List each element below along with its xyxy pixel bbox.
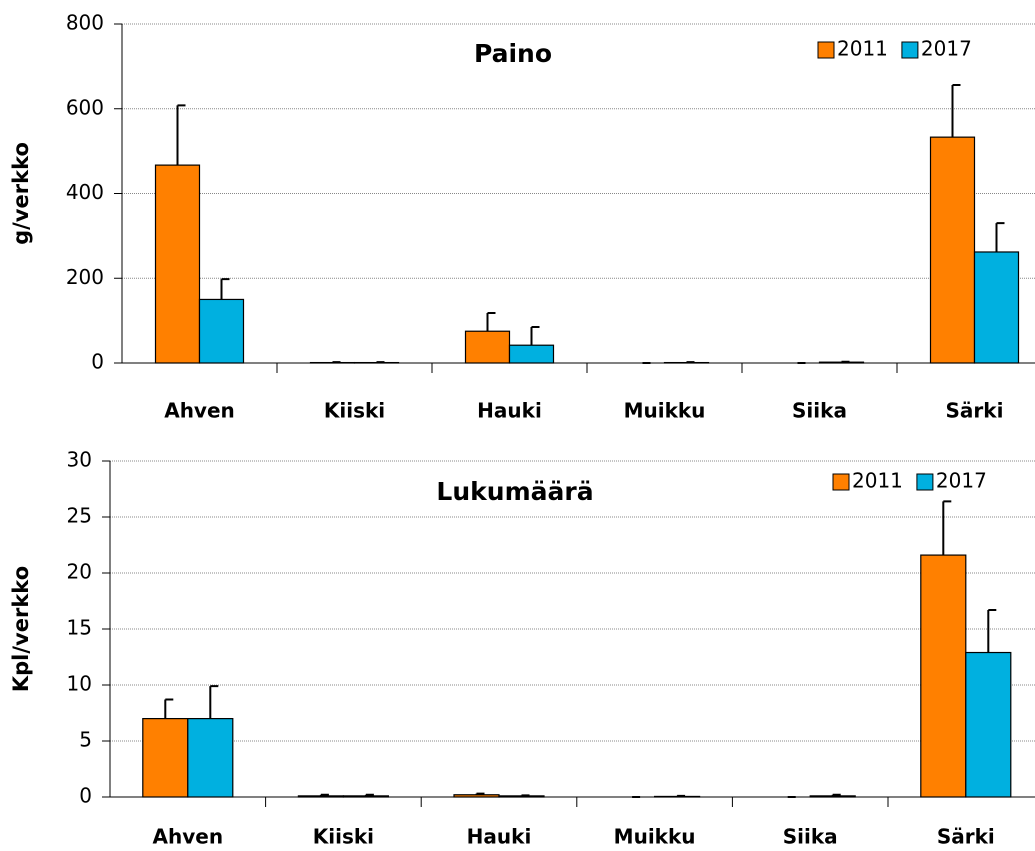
bar xyxy=(297,795,344,798)
error-bar xyxy=(951,84,961,138)
bar xyxy=(973,251,1020,364)
bar xyxy=(154,164,201,364)
y-tick-label: 800 xyxy=(66,11,104,35)
error-bar xyxy=(995,222,1005,252)
y-tick-label: 20 xyxy=(67,560,92,584)
x-tick-label: Kiiski xyxy=(313,825,374,849)
x-tick-label: Särki xyxy=(946,399,1004,423)
bar xyxy=(965,651,1012,798)
x-tick-label: Muikku xyxy=(614,825,696,849)
y-tick-label: 30 xyxy=(67,448,92,472)
error-bar xyxy=(475,792,485,795)
legend-label: 2011 xyxy=(837,37,888,61)
x-tick-label: Siika xyxy=(783,825,838,849)
x-tick-label: Särki xyxy=(937,825,995,849)
error-bar xyxy=(364,793,374,796)
y-tick-label: 0 xyxy=(79,784,92,808)
legend-label: 2017 xyxy=(936,469,987,493)
legend-swatch xyxy=(916,473,934,491)
y-tick-label: 400 xyxy=(66,180,104,204)
y-axis-label: Kpl/verkko xyxy=(9,566,33,692)
chart-title: Paino xyxy=(474,39,552,68)
error-bar xyxy=(676,794,686,797)
y-tick-label: 15 xyxy=(67,616,92,640)
bar xyxy=(464,330,511,364)
bar xyxy=(929,136,976,364)
error-bar xyxy=(987,608,997,653)
y-tick-label: 200 xyxy=(66,265,104,289)
bar xyxy=(920,554,967,798)
bar xyxy=(508,344,555,364)
bar xyxy=(198,298,245,364)
y-tick-label: 5 xyxy=(79,728,92,752)
bar xyxy=(187,717,234,798)
legend-swatch xyxy=(901,41,919,59)
x-tick-label: Ahven xyxy=(153,825,224,849)
error-bar xyxy=(220,278,230,300)
y-tick-label: 10 xyxy=(67,672,92,696)
x-tick-label: Hauki xyxy=(477,399,542,423)
y-tick-label: 600 xyxy=(66,95,104,119)
error-bar xyxy=(164,698,174,719)
error-bar xyxy=(319,793,329,796)
chart-title: Lukumäärä xyxy=(436,477,593,506)
error-bar xyxy=(520,794,530,797)
x-tick-label: Ahven xyxy=(164,399,235,423)
y-tick-label: 25 xyxy=(67,504,92,528)
legend-swatch xyxy=(832,473,850,491)
x-tick-label: Siika xyxy=(792,399,847,423)
error-bar xyxy=(486,311,496,332)
error-bar xyxy=(209,685,219,719)
bar xyxy=(342,795,389,798)
bar xyxy=(809,795,856,798)
y-tick-label: 0 xyxy=(91,350,104,374)
legend-label: 2017 xyxy=(921,37,972,61)
error-bar xyxy=(831,793,841,796)
y-axis-label: g/verkko xyxy=(9,142,33,245)
legend-swatch xyxy=(817,41,835,59)
legend-label: 2011 xyxy=(852,469,903,493)
bar xyxy=(142,717,189,798)
error-bar xyxy=(530,325,540,346)
error-bar xyxy=(942,500,952,556)
error-bar xyxy=(176,104,186,166)
x-tick-label: Kiiski xyxy=(324,399,385,423)
x-tick-label: Muikku xyxy=(624,399,706,423)
bar xyxy=(453,794,500,798)
x-tick-label: Hauki xyxy=(467,825,532,849)
